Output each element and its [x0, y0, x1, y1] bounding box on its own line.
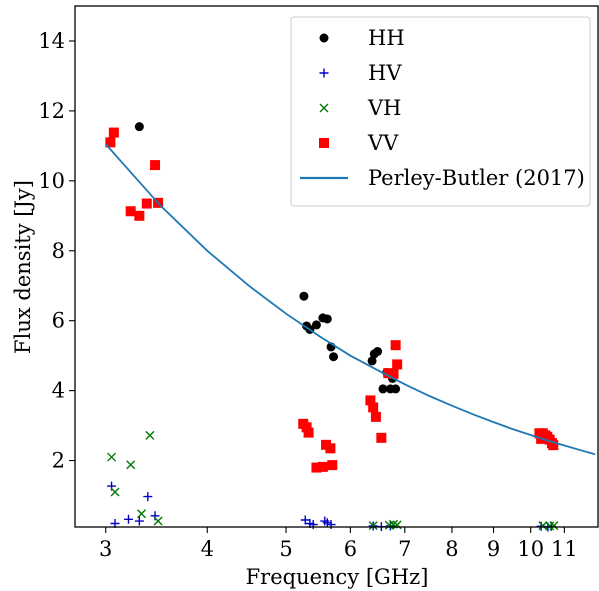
data-point	[390, 340, 401, 351]
legend-marker	[319, 68, 329, 78]
legend-marker	[319, 33, 329, 43]
data-point	[391, 384, 401, 394]
data-point	[153, 516, 163, 526]
series-perley-butler-2017	[105, 143, 596, 456]
series-vv	[105, 127, 559, 473]
data-point	[300, 515, 310, 525]
data-point	[365, 395, 376, 406]
legend-label: VV	[367, 131, 399, 155]
data-point	[311, 320, 321, 330]
data-point	[107, 452, 117, 462]
y-tick-label: 14	[38, 29, 65, 53]
data-point	[110, 487, 120, 497]
y-tick-label: 12	[38, 99, 65, 123]
data-point	[105, 137, 116, 148]
data-point	[392, 359, 403, 370]
y-axis-label: Flux density [Jy]	[11, 180, 35, 354]
x-tick-label: 7	[398, 537, 411, 561]
data-point	[322, 314, 332, 324]
series-vh	[107, 430, 559, 531]
x-tick-label: 9	[487, 537, 500, 561]
x-tick-label: 5	[279, 537, 292, 561]
data-point	[388, 368, 399, 379]
data-point	[108, 127, 119, 138]
fit-line	[105, 143, 596, 456]
data-point	[368, 521, 378, 531]
data-point	[378, 384, 388, 394]
data-point	[125, 206, 136, 217]
plot-area	[105, 122, 596, 532]
data-point	[549, 521, 559, 531]
legend-label: VH	[367, 96, 401, 120]
legend-label: HV	[368, 61, 402, 85]
data-point	[376, 432, 387, 443]
x-tick-label: 10	[517, 537, 544, 561]
data-point	[123, 514, 133, 524]
data-point	[538, 521, 548, 531]
data-point	[370, 411, 381, 422]
data-point	[143, 492, 153, 502]
data-point	[548, 440, 559, 451]
legend-item-hh: HH	[319, 26, 405, 50]
data-point	[368, 402, 379, 413]
plot-frame	[74, 5, 599, 528]
y-tick-label: 8	[52, 239, 65, 263]
x-tick-label: 8	[445, 537, 458, 561]
x-tick-label: 4	[201, 537, 214, 561]
legend-item-perley-butler-2017: Perley-Butler (2017)	[300, 166, 585, 190]
x-tick-label: 11	[551, 537, 578, 561]
data-point	[134, 122, 144, 132]
legend-label: Perley-Butler (2017)	[368, 166, 585, 190]
data-point	[301, 422, 312, 433]
legend-item-vh: VH	[319, 96, 401, 120]
series-hv	[107, 481, 556, 532]
data-point	[383, 368, 394, 379]
data-point	[134, 210, 145, 221]
data-point	[317, 461, 328, 472]
legend-marker	[319, 103, 329, 113]
data-point	[150, 160, 161, 171]
data-point	[303, 427, 314, 438]
x-axis: 3 4 5 6 7 8 9 10 11	[99, 527, 578, 561]
legend-box	[290, 16, 591, 207]
data-point	[325, 443, 336, 454]
data-point	[327, 460, 338, 471]
y-axis: 2 4 6 8 10 12 14	[38, 29, 75, 473]
data-point	[322, 518, 332, 528]
data-point	[141, 198, 152, 209]
legend-item-vv: VV	[319, 131, 399, 155]
data-point	[373, 346, 383, 356]
y-tick-label: 4	[52, 379, 65, 403]
y-tick-label: 6	[52, 309, 65, 333]
legend-label: HH	[368, 26, 405, 50]
data-point	[367, 356, 377, 366]
data-point	[126, 460, 136, 470]
y-tick-label: 2	[52, 449, 65, 473]
x-tick-label: 3	[99, 537, 112, 561]
x-tick-label: 6	[344, 537, 357, 561]
legend-marker	[319, 138, 329, 148]
data-point	[145, 430, 155, 440]
data-point	[134, 516, 144, 526]
x-axis-label: Frequency [GHz]	[246, 565, 429, 589]
data-point	[136, 509, 146, 519]
y-tick-label: 10	[38, 169, 65, 193]
legend: HH HV VH VV Perley-Butler (2017)	[290, 16, 591, 207]
data-point	[311, 462, 322, 473]
data-point	[329, 352, 339, 362]
legend-item-hv: HV	[319, 61, 402, 85]
data-point	[299, 291, 309, 301]
